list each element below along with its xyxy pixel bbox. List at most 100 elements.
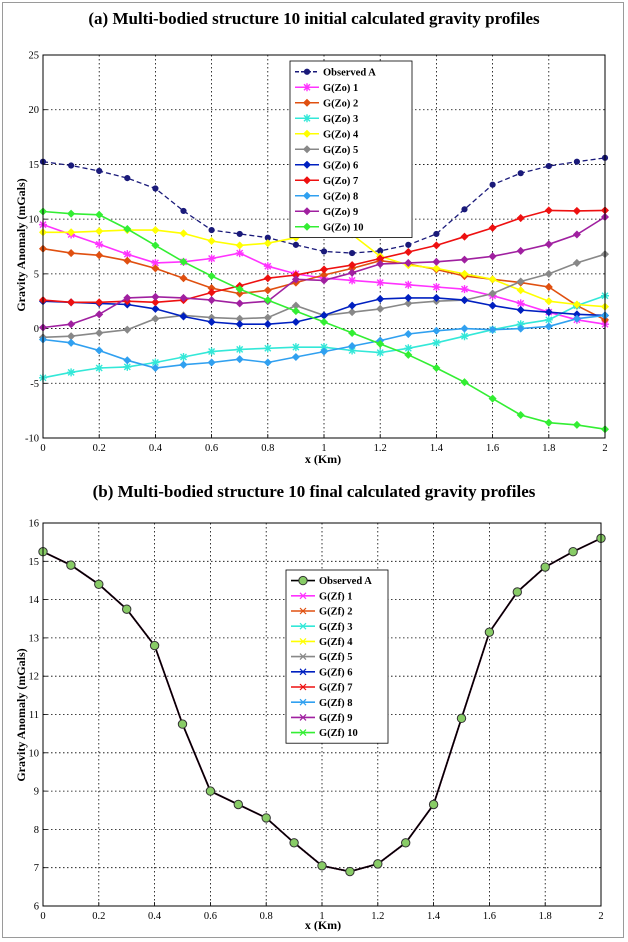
panel-b-point-observed-a <box>94 579 104 589</box>
panel-a-point-g-zo-3 <box>179 353 188 362</box>
panel-a-point-g-zo-10 <box>291 307 300 316</box>
panel-a-point-g-zo-8 <box>263 358 272 367</box>
panel-b-x-tick-label: 0 <box>40 911 45 922</box>
panel-a-legend-label-observed-a: Observed A <box>323 67 376 78</box>
panel-a-legend-label-g-zo-4: G(Zo) 4 <box>323 129 359 140</box>
panel-b-legend-marker-observed-a <box>298 575 308 586</box>
panel-a-legend-marker-g-zo-3 <box>303 114 311 123</box>
panel-b-plot-area: 0 0.2 0.4 0.6 0.8 1 1.2 1.4 1.6 1.8 2 6 7 8 9 10 11 12 13 1… <box>29 519 606 922</box>
panel-a-axes-frame <box>42 54 606 439</box>
panel-a-point-g-zo-8 <box>207 358 216 367</box>
panel-b-legend-label-g-zf-4: G(Zf) 4 <box>319 637 353 648</box>
panel-a-point-g-zo-9 <box>207 296 216 305</box>
panel-a-point-g-zo-4 <box>516 286 525 295</box>
panel-a-point-g-zo-8 <box>488 325 497 334</box>
panel-b-x-tick-label: 0.2 <box>92 911 105 922</box>
panel-b-point-observed-a <box>512 587 522 597</box>
panel-b-y-tick-label: 14 <box>29 595 40 606</box>
panel-a-legend-marker-g-zo-9 <box>302 207 312 216</box>
panel-b-x-tick-label: 1.2 <box>371 911 384 922</box>
panel-a-legend-label-g-zo-9: G(Zo) 9 <box>323 207 358 218</box>
panel-a-point-g-zo-6 <box>488 301 497 310</box>
panel-a-point-g-zo-4 <box>263 239 272 248</box>
panel-b-x-tick-label: 1 <box>319 911 324 922</box>
panel-a-point-g-zo-1 <box>95 240 104 249</box>
panel-a-point-g-zo-4 <box>207 237 216 246</box>
panel-a-point-g-zo-3 <box>291 343 300 352</box>
panel-a-point-g-zo-3 <box>432 338 441 347</box>
panel-a-point-g-zo-5 <box>544 269 553 278</box>
panel-a-x-tick-label: 0.8 <box>261 443 274 454</box>
panel-b-legend-marker-g-zf-10 <box>299 729 307 737</box>
panel-a-legend-label-g-zo-6: G(Zo) 6 <box>323 160 358 171</box>
panel-a-point-g-zo-9 <box>432 257 441 266</box>
panel-a-point-g-zo-6 <box>207 317 216 327</box>
panel-a-legend-label-g-zo-8: G(Zo) 8 <box>323 191 358 202</box>
panel-a-point-g-zo-8 <box>460 324 469 333</box>
panel-a-point-g-zo-6 <box>404 293 413 302</box>
panel-a-x-tick-label: 1.2 <box>374 443 387 454</box>
panel-b-x-tick-label: 0.6 <box>204 911 217 922</box>
panel-a-y-tick-label: -5 <box>30 379 39 390</box>
panel-a-point-g-zo-7 <box>488 223 497 232</box>
panel-b-point-observed-a <box>122 604 132 614</box>
panel-a-point-g-zo-8 <box>404 330 413 339</box>
panel-a-point-g-zo-10 <box>263 296 272 305</box>
panel-a-point-g-zo-3 <box>207 347 216 356</box>
panel-a-point-g-zo-7 <box>460 232 469 241</box>
panel-a-point-g-zo-1 <box>263 262 272 271</box>
panel-a-point-g-zo-10 <box>376 339 385 348</box>
panel-b-y-tick-label: 10 <box>29 748 40 759</box>
panel-a-point-g-zo-8 <box>544 322 553 331</box>
panel-a-point-g-zo-4 <box>432 264 441 273</box>
panel-a-point-g-zo-2 <box>123 256 132 265</box>
panel-a-point-g-zo-2 <box>67 249 76 258</box>
panel-a-point-g-zo-4 <box>95 227 104 236</box>
panel-a-point-g-zo-2 <box>235 289 244 298</box>
panel-a-legend-marker-g-zo-4 <box>302 129 312 138</box>
panel-a-point-g-zo-6 <box>348 301 357 310</box>
panel-a-legend: Observed A G(Zo) 1 G(Zo) 2 G(Zo) 3 G(Zo) 4 G(… <box>289 60 413 238</box>
panel-a-point-g-zo-3 <box>320 343 328 352</box>
panel-a-point-g-zo-8 <box>432 326 441 335</box>
panel-a-point-g-zo-1 <box>404 280 413 289</box>
panel-a-point-g-zo-6 <box>544 308 553 317</box>
panel-a-legend-marker-g-zo-8 <box>302 191 312 200</box>
panel-a-point-g-zo-6 <box>235 320 244 329</box>
panel-b-point-observed-a <box>261 813 271 823</box>
panel-a-plot-area: 0 0.2 0.4 0.6 0.8 1 1.2 1.4 1.6 1.8 2 -10 -5 0 5 10 15 20… <box>25 51 610 454</box>
panel-b-legend-marker-g-zf-8 <box>299 698 307 706</box>
panel-a-point-g-zo-8 <box>179 360 188 369</box>
panel-a-point-g-zo-10 <box>207 272 216 281</box>
panel-a-point-g-zo-9 <box>544 240 553 249</box>
panel-b-legend-label-g-zf-5: G(Zf) 5 <box>319 652 353 663</box>
panel-b-legend-label-g-zf-3: G(Zf) 3 <box>319 622 353 633</box>
panel-a-point-g-zo-10 <box>432 363 441 372</box>
panel-a-point-observed-a <box>320 248 328 255</box>
panel-a-point-g-zo-4 <box>488 275 497 284</box>
panel-a-point-g-zo-9 <box>516 246 525 255</box>
panel-a-point-g-zo-3 <box>404 344 413 353</box>
panel-a-point-g-zo-10 <box>319 317 329 327</box>
panel-a-point-g-zo-5 <box>151 314 160 323</box>
panel-a-point-g-zo-6 <box>516 305 525 314</box>
panel-a-point-g-zo-9 <box>348 268 357 277</box>
panel-a-point-g-zo-2 <box>151 264 160 273</box>
panel-a-point-g-zo-8 <box>151 363 160 372</box>
panel-a-point-observed-a <box>124 175 131 182</box>
panel-a-point-g-zo-7 <box>544 206 553 215</box>
panel-b-point-observed-a <box>66 560 76 570</box>
panel-a-legend-label-g-zo-3: G(Zo) 3 <box>323 114 358 125</box>
panel-b-legend: Observed A G(Zf) 1 G(Zf) 2 G(Zf) 3 G(Zf) 4 G(… <box>285 569 389 744</box>
panel-a-x-tick-label: 0.4 <box>149 443 163 454</box>
panel-a-point-g-zo-9 <box>319 276 329 285</box>
panel-a-point-g-zo-10 <box>235 285 244 294</box>
panel-a-point-g-zo-10 <box>348 328 357 337</box>
panel-b-x-tick-label: 0.8 <box>260 911 273 922</box>
panel-a-y-tick-label: 0 <box>34 324 39 335</box>
panel-a-point-g-zo-8 <box>67 338 76 347</box>
panel-b-legend-marker-g-zf-4 <box>299 637 307 645</box>
panel-a-legend-marker-g-zo-5 <box>302 145 312 154</box>
panel-a-point-g-zo-5 <box>376 304 385 313</box>
panel-a-legend-label-g-zo-2: G(Zo) 2 <box>323 98 358 109</box>
